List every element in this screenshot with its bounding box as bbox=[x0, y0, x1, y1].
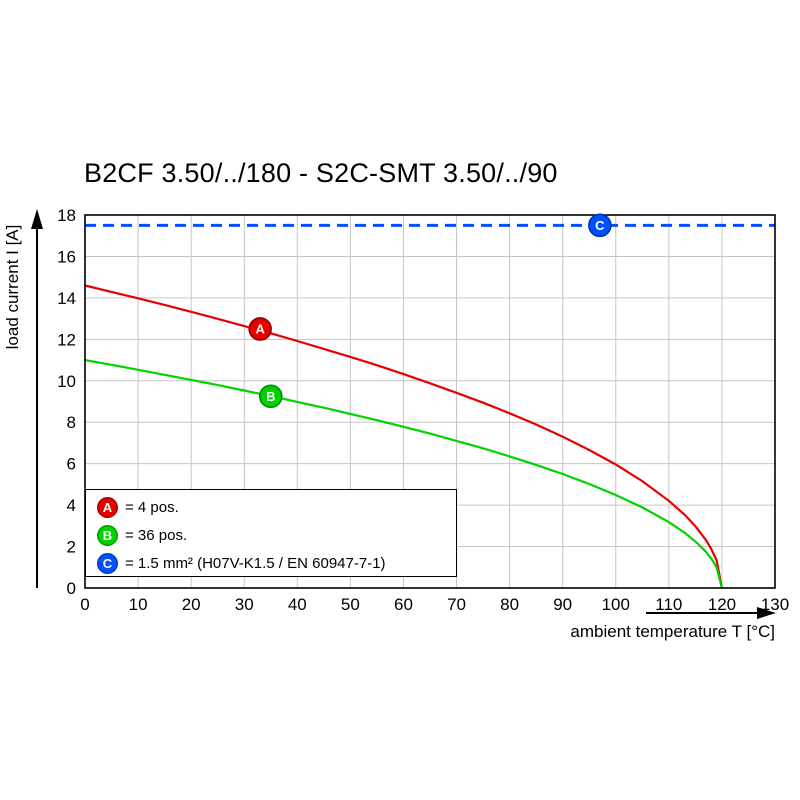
legend-text-c: = 1.5 mm² (H07V-K1.5 / EN 60947-7-1) bbox=[125, 554, 386, 572]
svg-text:20: 20 bbox=[182, 595, 201, 614]
svg-text:12: 12 bbox=[57, 330, 76, 349]
x-axis-tick-labels: 0 10 20 30 40 50 60 70 80 90 100 110 120 130 bbox=[80, 595, 789, 614]
legend-marker-c-letter: C bbox=[102, 555, 113, 571]
svg-text:B: B bbox=[266, 389, 275, 404]
series-a-curve bbox=[84, 284, 723, 589]
svg-text:8: 8 bbox=[67, 413, 76, 432]
legend-text-b: = 36 pos. bbox=[125, 526, 188, 544]
marker-b-icon: B bbox=[258, 384, 283, 409]
legend-item-b: B = 36 pos. bbox=[86, 521, 456, 549]
svg-text:80: 80 bbox=[500, 595, 519, 614]
legend-marker-b-icon: B bbox=[97, 524, 118, 546]
x-axis-arrow bbox=[646, 607, 776, 619]
svg-text:6: 6 bbox=[67, 455, 76, 474]
svg-text:60: 60 bbox=[394, 595, 413, 614]
svg-text:18: 18 bbox=[57, 206, 76, 225]
series-b-curve bbox=[84, 359, 723, 589]
svg-text:120: 120 bbox=[708, 595, 736, 614]
svg-text:4: 4 bbox=[67, 496, 76, 515]
svg-text:30: 30 bbox=[235, 595, 254, 614]
svg-text:0: 0 bbox=[67, 579, 76, 598]
plot-border bbox=[84, 214, 776, 589]
chart-legend: A = 4 pos. B = 36 pos. C = 1.5 mm² (H07V… bbox=[85, 489, 457, 577]
y-axis-tick-labels: 0 2 4 6 8 10 12 14 16 18 bbox=[57, 206, 76, 598]
legend-item-c: C = 1.5 mm² (H07V-K1.5 / EN 60947-7-1) bbox=[86, 549, 456, 577]
svg-text:16: 16 bbox=[57, 247, 76, 266]
marker-c-icon: C bbox=[588, 213, 612, 238]
svg-text:40: 40 bbox=[288, 595, 307, 614]
svg-text:50: 50 bbox=[341, 595, 360, 614]
svg-text:130: 130 bbox=[761, 595, 789, 614]
svg-text:14: 14 bbox=[57, 289, 76, 308]
svg-text:0: 0 bbox=[80, 595, 89, 614]
svg-text:C: C bbox=[595, 218, 605, 233]
marker-a-icon: A bbox=[248, 317, 272, 341]
y-axis-arrow bbox=[31, 209, 43, 588]
svg-text:110: 110 bbox=[655, 595, 682, 614]
svg-text:10: 10 bbox=[57, 372, 76, 391]
svg-text:90: 90 bbox=[553, 595, 572, 614]
svg-text:100: 100 bbox=[602, 595, 630, 614]
svg-text:A: A bbox=[255, 321, 265, 336]
svg-text:10: 10 bbox=[129, 595, 148, 614]
legend-marker-a-icon: A bbox=[97, 496, 118, 518]
legend-text-a: = 4 pos. bbox=[125, 498, 179, 516]
legend-marker-a-letter: A bbox=[102, 499, 113, 515]
y-axis-label: load current I [A] bbox=[3, 225, 22, 350]
legend-item-a: A = 4 pos. bbox=[86, 493, 456, 521]
legend-marker-b-letter: B bbox=[102, 527, 113, 543]
svg-text:70: 70 bbox=[447, 595, 466, 614]
chart-title: B2CF 3.50/../180 - S2C-SMT 3.50/../90 bbox=[84, 158, 558, 188]
legend-marker-c-icon: C bbox=[97, 552, 118, 574]
x-axis-label: ambient temperature T [°C] bbox=[570, 622, 775, 641]
svg-text:2: 2 bbox=[67, 538, 76, 557]
